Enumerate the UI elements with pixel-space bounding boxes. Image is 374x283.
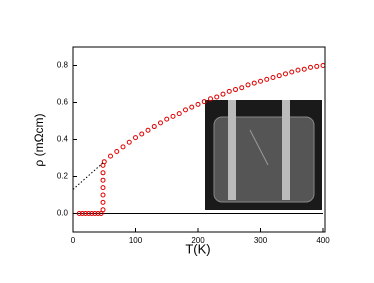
y-tick-label: 0.8 xyxy=(57,61,69,70)
data-point xyxy=(76,211,82,216)
data-point xyxy=(289,69,295,75)
data-point xyxy=(270,75,276,81)
data-point xyxy=(95,211,101,216)
data-point xyxy=(251,80,257,86)
data-point xyxy=(295,67,301,73)
inset-image xyxy=(205,100,322,210)
data-point xyxy=(145,127,151,133)
inset-contact xyxy=(282,100,290,200)
data-point xyxy=(83,211,88,216)
data-point xyxy=(283,71,288,77)
data-point xyxy=(86,211,92,216)
inset-line xyxy=(249,129,269,166)
data-point xyxy=(183,107,188,113)
data-point xyxy=(108,153,113,159)
data-point xyxy=(100,185,106,191)
data-point xyxy=(301,66,307,72)
data-point xyxy=(92,211,98,216)
data-point xyxy=(195,101,201,107)
data-point xyxy=(100,199,106,205)
x-tick-label: 300 xyxy=(254,236,268,245)
x-tick-label: 0 xyxy=(71,236,76,245)
x-tick-label: 400 xyxy=(316,236,330,245)
data-point xyxy=(258,78,263,84)
data-point xyxy=(89,211,95,216)
data-point xyxy=(114,149,120,155)
data-point xyxy=(220,91,226,97)
data-point xyxy=(98,211,104,216)
data-point xyxy=(101,159,107,165)
data-point xyxy=(100,177,106,183)
data-point xyxy=(214,94,220,100)
data-point xyxy=(208,96,213,102)
data-point xyxy=(201,99,207,105)
data-point xyxy=(276,73,282,79)
y-tick-label: 0.4 xyxy=(57,135,69,144)
data-point xyxy=(170,113,176,119)
data-point xyxy=(120,144,126,150)
data-point xyxy=(189,104,195,110)
data-point xyxy=(158,120,163,126)
data-point xyxy=(79,211,85,216)
data-point xyxy=(239,85,245,91)
x-tick-label: 100 xyxy=(129,236,143,245)
data-point xyxy=(233,87,238,93)
data-point xyxy=(314,63,320,69)
x-tick-label: 200 xyxy=(191,236,205,245)
data-point xyxy=(164,116,170,122)
plot-frame xyxy=(72,46,326,233)
data-point xyxy=(139,131,145,137)
data-point xyxy=(133,135,138,141)
data-point xyxy=(151,124,157,130)
data-point xyxy=(245,82,251,88)
y-tick-label: 0.0 xyxy=(57,209,69,218)
data-point xyxy=(320,63,326,68)
x-axis-label: T(K) xyxy=(185,241,210,256)
y-axis-label: ρ (mΩcm) xyxy=(32,113,46,166)
data-point xyxy=(176,111,182,117)
data-point xyxy=(226,88,232,94)
data-point xyxy=(100,192,106,198)
y-tick-label: 0.2 xyxy=(57,172,69,181)
y-tick-label: 0.6 xyxy=(57,98,69,107)
data-point xyxy=(100,170,106,176)
data-point xyxy=(264,76,270,82)
data-point xyxy=(100,207,106,213)
data-point xyxy=(308,64,313,70)
data-point xyxy=(126,139,132,145)
extrapolation-line xyxy=(72,161,105,190)
inset-contact xyxy=(228,100,236,200)
